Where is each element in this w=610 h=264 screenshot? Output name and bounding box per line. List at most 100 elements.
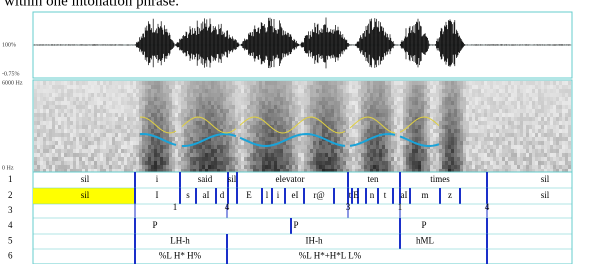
- spectrogram-cell: [508, 129, 511, 133]
- spectrogram-cell: [154, 117, 157, 121]
- spectrogram-cell: [151, 129, 154, 133]
- spectrogram-cell: [484, 149, 487, 153]
- spectrogram-cell: [121, 89, 124, 93]
- spectrogram-cell: [43, 89, 46, 93]
- spectrogram-cell: [73, 121, 76, 125]
- spectrogram-cell: [154, 153, 157, 157]
- spectrogram-cell: [325, 129, 328, 133]
- spectrogram-cell: [172, 137, 175, 141]
- spectrogram-cell: [487, 81, 490, 85]
- spectrogram-cell: [34, 125, 37, 129]
- spectrogram-cell: [334, 133, 337, 137]
- spectrogram-cell: [76, 137, 79, 141]
- spectrogram-cell: [49, 133, 52, 137]
- spectrogram-cell: [217, 113, 220, 117]
- spectrogram-cell: [100, 117, 103, 121]
- spectrogram-cell: [112, 81, 115, 85]
- spectrogram-cell: [400, 109, 403, 113]
- spectrogram-cell: [178, 125, 181, 129]
- spectrogram-cell: [187, 113, 190, 117]
- spectrogram-cell: [247, 81, 250, 85]
- spectrogram-cell: [112, 109, 115, 113]
- spectrogram-cell: [226, 97, 229, 101]
- spectrogram-cell: [211, 85, 214, 89]
- spectrogram-cell: [409, 153, 412, 157]
- spectrogram-cell: [445, 101, 448, 105]
- spectrogram-cell: [382, 149, 385, 153]
- spectrogram-cell: [235, 117, 238, 121]
- spectrogram-cell: [556, 165, 559, 169]
- spectrogram-cell: [187, 153, 190, 157]
- spectrogram-cell: [328, 157, 331, 161]
- spectrogram-cell: [475, 149, 478, 153]
- spectrogram-cell: [175, 137, 178, 141]
- spectrogram-cell: [487, 105, 490, 109]
- spectrogram-cell: [505, 165, 508, 169]
- spectrogram-cell: [469, 89, 472, 93]
- spectrogram-cell: [439, 93, 442, 97]
- spectrogram-cell: [508, 97, 511, 101]
- spectrogram-cell: [415, 157, 418, 161]
- spectrogram-cell: [133, 153, 136, 157]
- spectrogram-cell: [463, 109, 466, 113]
- spectrogram-cell: [520, 157, 523, 161]
- spectrogram-cell: [466, 129, 469, 133]
- spectrogram-cell: [499, 125, 502, 129]
- spectrogram-cell: [280, 109, 283, 113]
- spectrogram-cell: [121, 165, 124, 169]
- spectrogram-cell: [556, 89, 559, 93]
- spectrogram-cell: [553, 97, 556, 101]
- spectrogram-cell: [40, 149, 43, 153]
- spectrogram-cell: [517, 165, 520, 169]
- spectrogram-cell: [223, 89, 226, 93]
- spectrogram-cell: [187, 109, 190, 113]
- spectrogram-cell: [151, 165, 154, 169]
- spectrogram-cell: [193, 101, 196, 105]
- spectrogram-cell: [433, 149, 436, 153]
- spectrogram-cell: [481, 117, 484, 121]
- spectrogram-cell: [202, 89, 205, 93]
- spectrogram-cell: [268, 117, 271, 121]
- spectrogram-cell: [427, 153, 430, 157]
- spectrogram-cell: [538, 161, 541, 165]
- spectrogram-cell: [532, 145, 535, 149]
- spectrogram-cell: [289, 153, 292, 157]
- spectrogram-cell: [70, 109, 73, 113]
- spectrogram-cell: [523, 133, 526, 137]
- spectrogram-cell: [187, 85, 190, 89]
- spectrogram-cell: [451, 113, 454, 117]
- spectrogram-cell: [208, 105, 211, 109]
- spectrogram-cell: [163, 101, 166, 105]
- spectrogram-cell: [148, 141, 151, 145]
- spectrogram-cell: [121, 129, 124, 133]
- spectrogram-cell: [130, 149, 133, 153]
- spectrogram-cell: [451, 105, 454, 109]
- spectrogram-cell: [367, 157, 370, 161]
- spectrogram-cell: [568, 101, 571, 105]
- spectrogram-cell: [394, 165, 397, 169]
- spectrogram-cell: [229, 121, 232, 125]
- spectrogram-cell: [439, 149, 442, 153]
- spectrogram-cell: [298, 89, 301, 93]
- spectrogram-cell: [196, 149, 199, 153]
- spectrogram-cell: [490, 85, 493, 89]
- spectrogram-cell: [439, 141, 442, 145]
- spectrogram-cell: [262, 133, 265, 137]
- spectrogram-cell: [499, 141, 502, 145]
- spectrogram-cell: [439, 81, 442, 85]
- spectrogram-cell: [205, 157, 208, 161]
- spectrogram-cell: [568, 165, 571, 169]
- spectrogram-cell: [205, 165, 208, 169]
- spectrogram-cell: [520, 153, 523, 157]
- spectrogram-cell: [484, 161, 487, 165]
- spectrogram-cell: [295, 141, 298, 145]
- spectrogram-cell: [412, 153, 415, 157]
- spectrogram-cell: [568, 105, 571, 109]
- spectrogram-cell: [334, 105, 337, 109]
- spectrogram-cell: [331, 81, 334, 85]
- spectrogram-cell: [73, 133, 76, 137]
- spectrogram-cell: [94, 153, 97, 157]
- spectrogram-cell: [478, 149, 481, 153]
- spectrogram-cell: [538, 97, 541, 101]
- spectrogram-cell: [535, 85, 538, 89]
